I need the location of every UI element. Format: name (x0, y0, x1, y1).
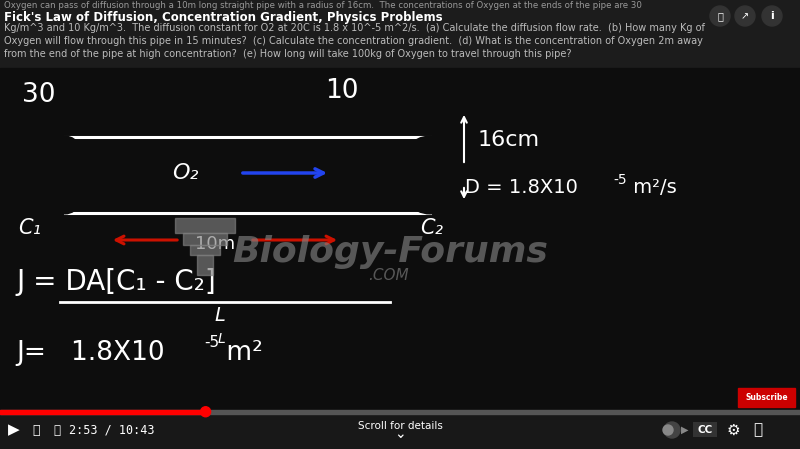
Text: Kg/m^3 and 10 Kg/m^3.  The diffusion constant for O2 at 20C is 1.8 x 10^-5 m^2/s: Kg/m^3 and 10 Kg/m^3. The diffusion cons… (4, 23, 705, 33)
Bar (197, 255, 213, 275)
Bar (175, 218, 235, 233)
Text: O₂: O₂ (172, 163, 198, 183)
Text: Oxygen will flow through this pipe in 15 minutes?  (c) Calculate the concentrati: Oxygen will flow through this pipe in 15… (4, 36, 703, 46)
Bar (0, 68, 800, 413)
Text: ⏱: ⏱ (717, 11, 723, 21)
Text: ⌄: ⌄ (394, 427, 406, 441)
Text: Fick's Law of Diffusion, Concentration Gradient, Physics Problems: Fick's Law of Diffusion, Concentration G… (4, 11, 442, 24)
Text: ▶: ▶ (682, 425, 689, 435)
Text: CC: CC (698, 425, 713, 435)
Text: 30: 30 (22, 82, 55, 108)
Bar (738, 388, 795, 407)
Text: D = 1.8X10: D = 1.8X10 (465, 178, 578, 197)
Circle shape (710, 6, 730, 26)
Text: m²/s: m²/s (627, 178, 677, 197)
Text: 10: 10 (325, 78, 358, 104)
Text: 10m: 10m (195, 235, 235, 253)
Circle shape (735, 6, 755, 26)
Circle shape (201, 407, 210, 417)
Text: 2:53 / 10:43: 2:53 / 10:43 (70, 423, 154, 436)
Circle shape (664, 422, 680, 438)
Text: L: L (214, 306, 226, 325)
Text: J = DA[C₁ - C₂]: J = DA[C₁ - C₂] (16, 268, 216, 296)
Bar (0, 0, 800, 68)
Text: Biology-Forums: Biology-Forums (232, 235, 548, 269)
Text: C₁: C₁ (18, 218, 41, 238)
Text: Subscribe: Subscribe (745, 393, 788, 402)
Text: -5: -5 (204, 335, 219, 350)
Text: ⛶: ⛶ (754, 423, 762, 437)
Ellipse shape (42, 137, 88, 213)
Text: i: i (770, 11, 774, 21)
Text: L: L (218, 332, 226, 346)
Text: ▶: ▶ (8, 423, 20, 437)
Text: Oxygen can pass of diffusion through a 10m long straight pipe with a radius of 1: Oxygen can pass of diffusion through a 1… (4, 1, 642, 10)
Bar (693, 422, 717, 437)
Text: -5: -5 (613, 173, 626, 187)
Text: Scroll for details: Scroll for details (358, 421, 442, 431)
Text: C₂: C₂ (420, 218, 443, 238)
Bar (0, 410, 206, 414)
Text: ⏭: ⏭ (32, 423, 40, 436)
Text: 16cm: 16cm (478, 130, 540, 150)
Ellipse shape (398, 137, 462, 213)
Text: 🔊: 🔊 (54, 423, 61, 436)
Text: from the end of the pipe at high concentration?  (e) How long will take 100kg of: from the end of the pipe at high concent… (4, 49, 571, 59)
Circle shape (663, 425, 673, 435)
Bar (190, 245, 220, 255)
Text: ↗: ↗ (741, 11, 749, 21)
Bar (0, 410, 800, 414)
Circle shape (762, 6, 782, 26)
Bar (183, 233, 227, 245)
Text: m²: m² (218, 340, 262, 366)
Text: J=   1.8X10: J= 1.8X10 (16, 340, 165, 366)
Bar (0, 414, 800, 449)
Text: ⚙: ⚙ (726, 423, 740, 437)
Text: .COM: .COM (368, 268, 408, 282)
